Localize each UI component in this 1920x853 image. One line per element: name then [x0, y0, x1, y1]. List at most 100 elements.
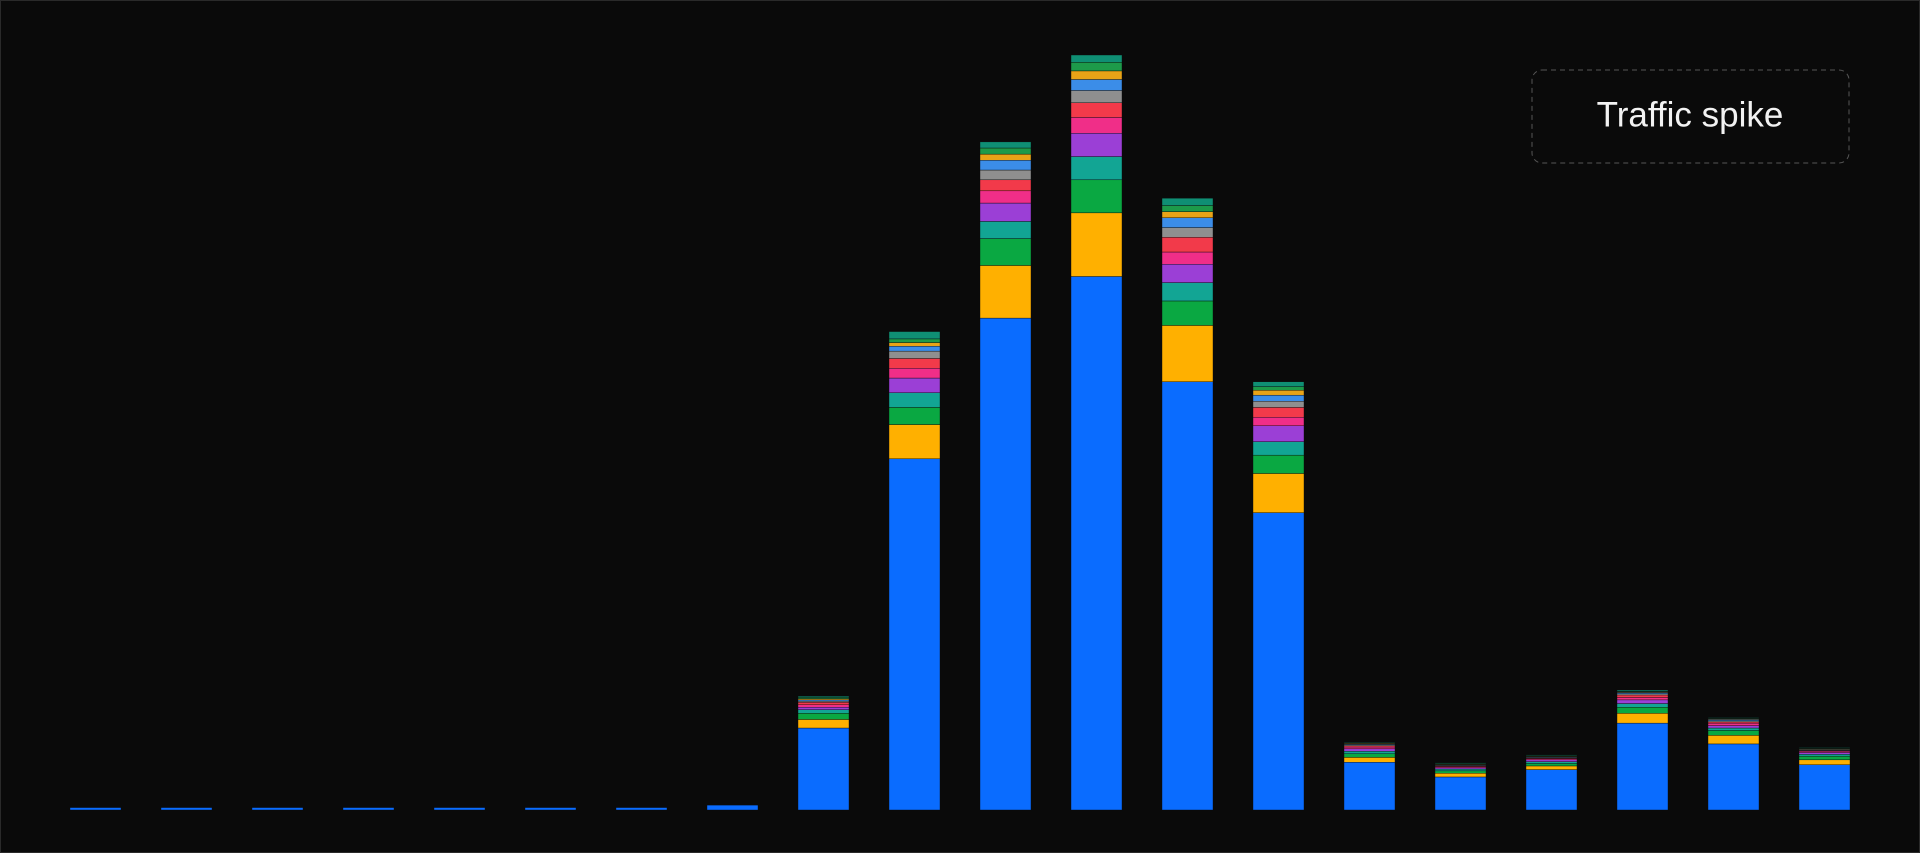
bar-segment: [1343, 748, 1396, 752]
bar-segment: [1070, 102, 1123, 118]
bar-segment: [706, 804, 759, 811]
bar-segment: [1343, 753, 1396, 758]
bar-segment: [979, 160, 1032, 171]
bar-segment: [1616, 697, 1669, 701]
bar-segment: [1798, 747, 1851, 749]
bar-segment: [1707, 722, 1760, 726]
bar-segment: [1070, 70, 1123, 80]
bar-segment: [888, 377, 941, 393]
bar-segment: [979, 238, 1032, 266]
bar-segment: [1343, 746, 1396, 750]
bar-segment: [1252, 441, 1305, 456]
bar-segment: [1707, 725, 1760, 729]
bar-segment: [160, 807, 213, 811]
bar-segment: [1161, 205, 1214, 212]
bar-segment: [1252, 473, 1305, 513]
bar-segment: [888, 338, 941, 343]
bar-segment: [1161, 217, 1214, 228]
bar-segment: [1161, 237, 1214, 253]
bar-segment: [888, 346, 941, 352]
bar-segment: [1434, 762, 1487, 764]
bar-segment: [1525, 763, 1578, 767]
bar-segment: [1070, 212, 1123, 277]
bar-segment: [1070, 156, 1123, 181]
bar-segment: [1252, 454, 1305, 474]
bar-segment: [1525, 765, 1578, 770]
bar-segment: [1434, 773, 1487, 778]
bar-segment: [1161, 264, 1214, 283]
bar-segment: [888, 342, 941, 347]
bar-segment: [888, 368, 941, 379]
bar-segment: [1707, 717, 1760, 719]
bar-segment: [979, 179, 1032, 192]
bar-segment: [1525, 769, 1578, 811]
bar-segment: [1616, 722, 1669, 811]
bar-segment: [1070, 62, 1123, 72]
bar-segment: [1070, 276, 1123, 811]
bar-segment: [1252, 401, 1305, 408]
bar-segment: [979, 202, 1032, 222]
bar-segment: [1070, 90, 1123, 103]
bar-segment: [797, 707, 850, 710]
bar-segment: [979, 153, 1032, 161]
annotation: Traffic spike: [1597, 95, 1784, 134]
bar-segment: [1252, 407, 1305, 418]
bar-segment: [1343, 757, 1396, 763]
bar-segment: [342, 807, 395, 811]
bar-segment: [1161, 211, 1214, 218]
bar-segment: [797, 727, 850, 811]
bar-segment: [433, 807, 486, 811]
bar-segment: [1525, 761, 1578, 764]
bar-segment: [1798, 754, 1851, 757]
bar-segment: [1161, 300, 1214, 326]
bar-segment: [1525, 754, 1578, 756]
bar-segment: [1252, 386, 1305, 391]
bar-segment: [888, 407, 941, 425]
bar-segment: [1525, 759, 1578, 762]
bar-segment: [1616, 689, 1669, 692]
bar-segment: [1343, 762, 1396, 811]
bar-segment: [1070, 79, 1123, 91]
bar-segment: [1616, 713, 1669, 724]
bar-segment: [1798, 759, 1851, 765]
bar-segment: [1798, 764, 1851, 811]
bar-segment: [888, 424, 941, 460]
bar-segment: [1616, 694, 1669, 698]
bar-segment: [1070, 117, 1123, 134]
bar-segment: [888, 392, 941, 408]
bar-segment: [979, 265, 1032, 319]
annotation-box: [1531, 69, 1850, 164]
bar-segment: [979, 141, 1032, 149]
bar-segment: [1161, 282, 1214, 302]
bar-segment: [888, 458, 941, 811]
bar-segment: [979, 169, 1032, 181]
bar-segment: [1161, 227, 1214, 238]
bar-segment: [797, 704, 850, 708]
bar-segment: [1070, 179, 1123, 214]
bar-segment: [1070, 54, 1123, 63]
bar-segment: [1252, 381, 1305, 387]
bar-segment: [979, 317, 1032, 811]
bar-segment: [1070, 133, 1123, 157]
bar-segment: [797, 695, 850, 698]
bar-segment: [1161, 381, 1214, 811]
bar-segment: [1707, 743, 1760, 811]
bar-segment: [615, 807, 668, 811]
bar-segment: [1252, 417, 1305, 426]
bar-segment: [1161, 251, 1214, 265]
bar-segment: [1343, 751, 1396, 754]
bar-segment: [979, 221, 1032, 239]
bar-segment: [251, 807, 304, 811]
bar-segment: [1252, 512, 1305, 811]
bar-segment: [797, 713, 850, 720]
bar-segment: [1616, 699, 1669, 704]
bar-segment: [1434, 770, 1487, 774]
bar-segment: [1707, 730, 1760, 736]
bar-segment: [888, 350, 941, 359]
bar-segment: [797, 702, 850, 705]
bar-segment: [1252, 390, 1305, 396]
bar-segment: [1616, 707, 1669, 714]
bar-segment: [888, 331, 941, 340]
